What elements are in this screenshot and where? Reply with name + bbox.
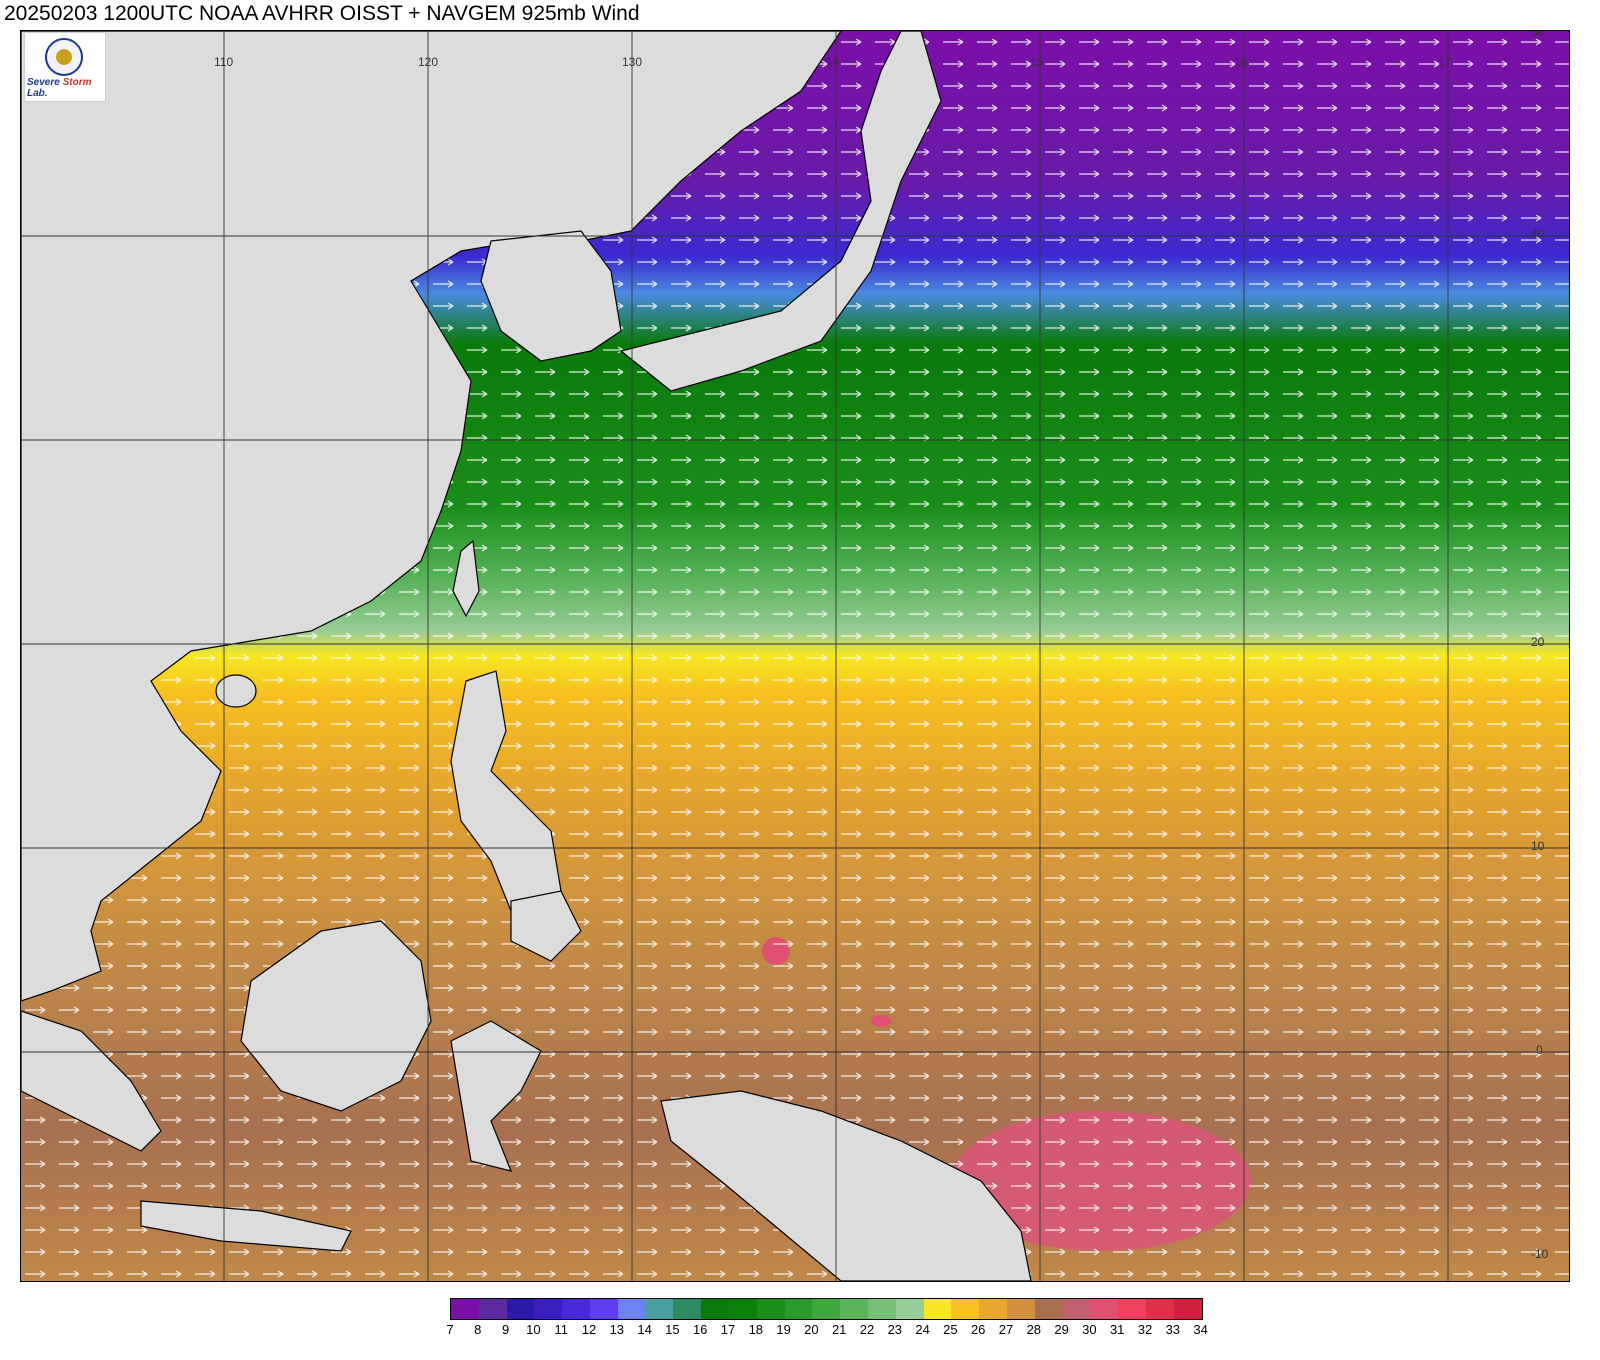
map-canvas xyxy=(21,31,1569,1281)
colorbar-swatch xyxy=(867,1299,896,1319)
lon-label: 110 xyxy=(214,55,234,69)
colorbar-swatch xyxy=(756,1299,785,1319)
colorbar-tick: 18 xyxy=(748,1322,764,1337)
colorbar-tick: 14 xyxy=(637,1322,652,1337)
colorbar-tick: 9 xyxy=(501,1322,510,1337)
lat-label: 50 xyxy=(1531,30,1545,39)
colorbar-swatch xyxy=(451,1299,479,1319)
colorbar-swatch xyxy=(1118,1299,1146,1319)
colorbar-tick: 19 xyxy=(776,1322,791,1337)
colorbar-swatch xyxy=(645,1299,674,1319)
colorbar-swatch xyxy=(701,1299,729,1319)
colorbar-tick: 16 xyxy=(692,1322,708,1337)
colorbar-swatch xyxy=(923,1299,952,1319)
colorbar-swatch xyxy=(562,1299,590,1319)
severe-storm-lab-logo: Severe Storm Lab. xyxy=(24,32,106,102)
colorbar-swatch xyxy=(1145,1299,1174,1319)
colorbar-tick: 13 xyxy=(609,1322,625,1337)
lon-label: 14 xyxy=(826,55,840,69)
colorbar-tick: 8 xyxy=(474,1322,482,1337)
colorbar-tick: 10 xyxy=(526,1322,541,1337)
colorbar-tick: 24 xyxy=(915,1322,930,1337)
colorbar-swatch xyxy=(895,1299,924,1319)
colorbar-swatch xyxy=(784,1299,813,1319)
sst-colorbar xyxy=(450,1298,1203,1320)
colorbar-swatch xyxy=(673,1299,702,1319)
colorbar-swatch xyxy=(812,1299,841,1319)
colorbar-swatch xyxy=(589,1299,618,1319)
colorbar-tick: 25 xyxy=(943,1322,958,1337)
colorbar-tick: 20 xyxy=(804,1322,819,1337)
logo-text: Severe Storm Lab. xyxy=(27,77,92,99)
colorbar-swatch xyxy=(478,1299,507,1319)
land-masses xyxy=(21,31,1032,1281)
colorbar-tick: 27 xyxy=(998,1322,1014,1337)
lat-label: 0 xyxy=(1536,1043,1543,1057)
colorbar-swatch xyxy=(979,1299,1007,1319)
colorbar-tick: 34 xyxy=(1193,1322,1208,1337)
colorbar-tick: 28 xyxy=(1026,1322,1042,1337)
lat-label: 20 xyxy=(1531,635,1545,649)
seal-icon xyxy=(45,38,83,76)
colorbar-swatch xyxy=(840,1299,868,1319)
lon-label: 15 xyxy=(1030,55,1044,69)
lat-label: 40 xyxy=(1531,227,1545,241)
colorbar-tick: 21 xyxy=(831,1322,847,1337)
colorbar-swatch xyxy=(1062,1299,1091,1319)
colorbar-tick: 22 xyxy=(859,1322,875,1337)
colorbar-tick: 33 xyxy=(1165,1322,1181,1337)
map-title: 20250203 1200UTC NOAA AVHRR OISST + NAVG… xyxy=(4,2,640,25)
lon-label: 120 xyxy=(418,55,439,69)
graticule xyxy=(21,31,1569,1281)
lon-label: 16 xyxy=(1234,55,1248,69)
colorbar-swatch xyxy=(534,1299,563,1319)
colorbar-tick: 30 xyxy=(1082,1322,1097,1337)
sst-wind-map: 110 120 130 14 15 16 17 50 40 20 10 0 -1… xyxy=(20,30,1570,1282)
lat-label: 10 xyxy=(1531,839,1545,853)
colorbar-tick-labels: 7 8 9 10 11 12 13 14 15 16 17 18 19 20 21 22 23 24 25 26 27 2… xyxy=(446,1322,1207,1338)
colorbar-tick: 23 xyxy=(887,1322,903,1337)
lon-label: 17 xyxy=(1438,55,1452,69)
colorbar-tick: 17 xyxy=(720,1322,736,1337)
colorbar-swatch xyxy=(617,1299,646,1319)
colorbar-tick: 12 xyxy=(581,1322,597,1337)
colorbar-swatch xyxy=(728,1299,757,1319)
colorbar-tick: 15 xyxy=(665,1322,680,1337)
colorbar-tick: 32 xyxy=(1137,1322,1153,1337)
lat-label: -10 xyxy=(1531,1247,1549,1261)
lon-label: 130 xyxy=(622,55,643,69)
colorbar-swatch xyxy=(1006,1299,1035,1319)
colorbar-tick: 26 xyxy=(970,1322,986,1337)
colorbar-swatch xyxy=(951,1299,980,1319)
colorbar-tick: 7 xyxy=(446,1322,454,1337)
colorbar-swatch xyxy=(1034,1299,1063,1319)
colorbar-swatch xyxy=(506,1299,535,1319)
colorbar-tick: 11 xyxy=(554,1322,568,1337)
colorbar-tick: 31 xyxy=(1109,1322,1125,1337)
colorbar-tick: 29 xyxy=(1054,1322,1069,1337)
colorbar-swatch xyxy=(1173,1299,1202,1319)
colorbar-swatch xyxy=(1090,1299,1119,1319)
